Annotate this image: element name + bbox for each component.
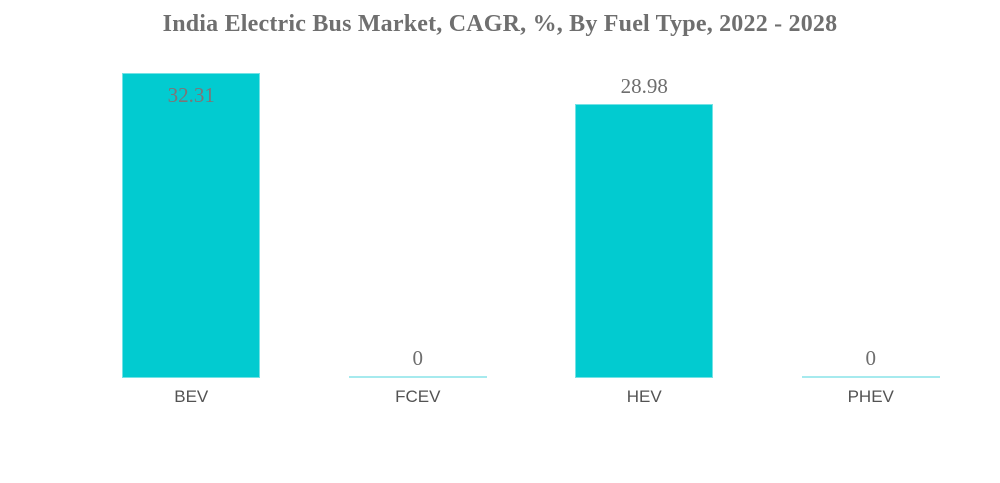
category-label-hev: HEV [626, 387, 662, 406]
category-label-bev: BEV [174, 387, 209, 406]
bar-column-hev: 28.98 HEV [531, 73, 758, 406]
bar-bev [122, 73, 261, 378]
value-label-phev: 0 [865, 346, 877, 370]
category-label-phev: PHEV [847, 387, 894, 406]
bar-column-fcev: 0 FCEV [305, 73, 532, 406]
value-label-fcev: 0 [412, 346, 424, 370]
bar-column-phev: 0 PHEV [758, 73, 985, 406]
category-label-fcev: FCEV [395, 387, 441, 406]
bar-column-bev: 32.31 BEV [78, 73, 305, 406]
bar-hev [575, 104, 714, 378]
value-label-hev: 28.98 [620, 74, 668, 98]
zero-line-fcev [348, 376, 487, 378]
value-label-bev: 32.31 [167, 83, 215, 107]
chart-title: India Electric Bus Market, CAGR, %, By F… [162, 11, 838, 37]
plot-area: 32.31 BEV 0 FCEV 28.98 HEV 0 PHEV [78, 73, 985, 406]
zero-line-phev [801, 376, 940, 378]
